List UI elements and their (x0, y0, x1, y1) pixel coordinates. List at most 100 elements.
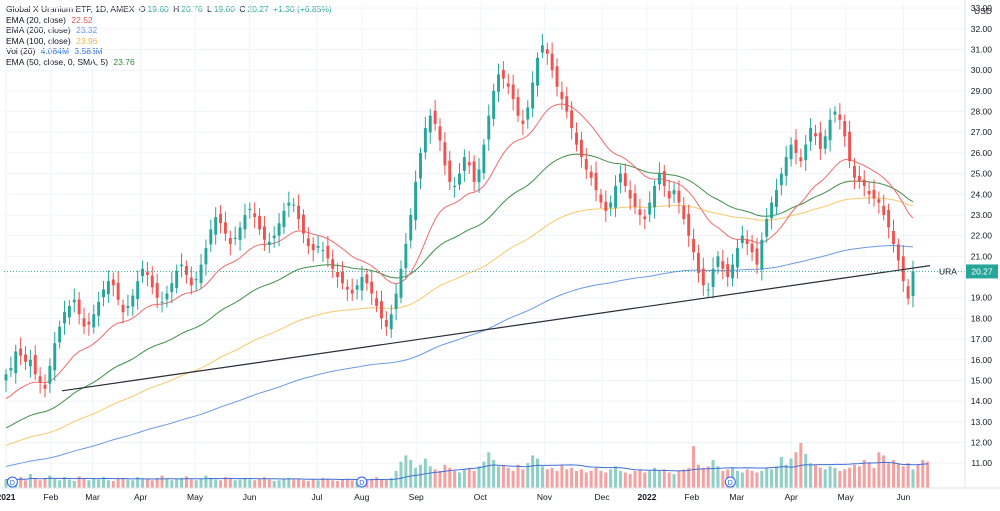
candle-body (828, 119, 832, 141)
volume-bar (516, 464, 520, 488)
candle-body (14, 351, 18, 374)
candle-body (443, 142, 447, 166)
volume-bar (492, 460, 496, 488)
candle-body (779, 173, 783, 186)
candle-body (419, 152, 422, 179)
volume-bar (282, 478, 286, 488)
candle-body (248, 208, 252, 211)
volume-bar (131, 480, 135, 488)
legend-vol-row[interactable]: Vol (20) 4.084M 3.583M (6, 46, 332, 57)
volume-bar (219, 480, 223, 488)
volume-bar (657, 470, 661, 488)
volume-bar (457, 472, 462, 488)
volume-bar (409, 460, 413, 488)
volume-bar (4, 479, 8, 488)
volume-bar (477, 466, 481, 488)
volume-bar (389, 477, 393, 488)
volume-bar (316, 480, 320, 488)
ohlc-values: O 19.60 H 20.76 L 19.60 C 20.27 +1.30 (+6.85… (137, 4, 332, 14)
candle-body (306, 238, 310, 246)
volume-bar (345, 478, 349, 488)
volume-bar (136, 477, 140, 488)
candle-body (272, 235, 276, 239)
candle-body (111, 279, 115, 286)
volume-bar (414, 467, 418, 488)
volume-bar (526, 463, 530, 488)
volume-bar (155, 477, 159, 488)
volume-bar (238, 479, 242, 488)
volume-bar (818, 467, 822, 488)
candle-body (477, 169, 481, 183)
candle-body (701, 268, 705, 286)
candle-body (682, 206, 686, 220)
volume-bar (794, 452, 798, 488)
candle-body (584, 158, 588, 170)
volume-bar (926, 461, 930, 488)
candle-body (462, 157, 466, 171)
volume-bar (370, 478, 374, 488)
candle-body (253, 213, 257, 218)
volume-bar (443, 464, 447, 488)
low-label: L (206, 4, 212, 14)
volume-bar (287, 477, 291, 488)
ema100-line (5, 197, 914, 446)
volume-bar (180, 477, 184, 488)
candle-body (765, 219, 769, 237)
candle-body (292, 204, 296, 206)
volume-bar (867, 463, 871, 488)
candle-body (706, 289, 710, 291)
volume-bar (784, 464, 788, 488)
candle-body (599, 194, 603, 203)
candle-body (638, 209, 642, 215)
volume-bar (760, 470, 764, 488)
legend-ema20-row[interactable]: EMA (20, close) 22.52 (6, 15, 332, 26)
x-tick-label: Oct (474, 492, 488, 502)
volume-bar (735, 470, 739, 488)
candle-body (531, 82, 535, 109)
volume-bar (901, 466, 905, 488)
ema100-value: 23.96 (76, 35, 98, 46)
y-tick-label: 25.00 (971, 169, 993, 179)
y-tick-label: 26.00 (971, 148, 993, 158)
volume-bar (43, 477, 47, 488)
candle-body (814, 133, 817, 137)
candle-body (258, 215, 262, 230)
trend-line (61, 265, 931, 392)
candle-body (604, 201, 608, 211)
candle-body (409, 214, 413, 241)
legend-ema200-row[interactable]: EMA (200, close) 23.32 (6, 25, 332, 36)
volume-bar (326, 478, 330, 488)
candle-body (823, 136, 827, 149)
dividend-marker-label: D (359, 480, 364, 487)
volume-bar (184, 476, 188, 488)
close-value: 20.27 (247, 4, 269, 14)
candle-body (428, 115, 432, 133)
volume-bar (755, 472, 759, 488)
last-price-badge (966, 264, 998, 279)
candle-body (662, 171, 666, 187)
legend-ema50-row[interactable]: EMA (50, close, 0, SMA, 5) 23.76 (6, 57, 332, 68)
legend-ema100-row[interactable]: EMA (100, close) 23.96 (6, 36, 332, 47)
candle-body (545, 49, 549, 54)
candle-body (492, 90, 496, 119)
candle-body (131, 295, 135, 307)
candle-body (399, 268, 403, 298)
candle-body (360, 277, 364, 291)
volume-bar (214, 479, 218, 488)
candle-body (589, 171, 593, 178)
candle-body (843, 121, 847, 137)
ema20-label: EMA (20, close) (6, 14, 66, 25)
volume-bar (804, 453, 808, 488)
candle-body (760, 239, 764, 270)
candle-body (321, 250, 325, 252)
candle-body (141, 268, 145, 276)
candle-body (618, 173, 622, 183)
volume-bar (653, 467, 657, 488)
candle-body (906, 286, 910, 299)
candle-body (731, 264, 735, 279)
candle-body (58, 326, 62, 343)
candle-body (497, 74, 500, 92)
volume-bar (428, 466, 432, 488)
candle-body (609, 202, 613, 208)
